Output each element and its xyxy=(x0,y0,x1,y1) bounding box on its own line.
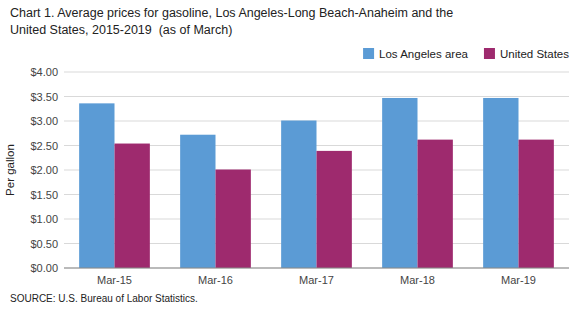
bar xyxy=(483,98,518,268)
bars xyxy=(79,98,554,268)
bar xyxy=(281,121,316,268)
x-tick-label: Mar-17 xyxy=(299,274,334,286)
legend: United States Los Angeles area xyxy=(363,48,569,60)
legend-label: Los Angeles area xyxy=(379,48,468,60)
y-tick-label: $0.50 xyxy=(30,238,58,250)
subtitle: United States, 2015-2019 (as of March) xyxy=(10,23,232,37)
grid-line xyxy=(64,96,569,97)
y-tick-label: $1.00 xyxy=(30,213,58,225)
y-tick-label: $0.00 xyxy=(30,262,58,274)
bar xyxy=(180,135,215,268)
x-axis-line xyxy=(64,268,569,269)
y-tick-label: $4.00 xyxy=(30,66,58,78)
grid xyxy=(64,72,569,268)
bar xyxy=(79,103,114,268)
x-tick-label: Mar-16 xyxy=(198,274,233,286)
grid-line xyxy=(64,72,569,73)
title: Chart 1. Average prices for gasoline, Lo… xyxy=(10,6,453,20)
y-axis-label: Per gallon xyxy=(4,144,16,196)
annotation: SOURCE: U.S. Bureau of Labor Statistics. xyxy=(10,293,198,304)
y-tick-label: $2.50 xyxy=(30,140,58,152)
y-tick-label: $2.00 xyxy=(30,164,58,176)
y-tick-label: $3.50 xyxy=(30,91,58,103)
y-tick-label: $1.50 xyxy=(30,189,58,201)
grid-line xyxy=(64,268,569,269)
legend-label: United States xyxy=(500,48,569,60)
chart: Chart 1. Average prices for gasoline, Lo… xyxy=(0,0,579,309)
bar xyxy=(216,170,251,268)
x-tick-label: Mar-15 xyxy=(97,274,132,286)
bar xyxy=(519,140,554,268)
x-tick-label: Mar-18 xyxy=(400,274,435,286)
bar xyxy=(382,98,417,268)
legend-swatch xyxy=(363,48,374,59)
bar xyxy=(317,151,352,268)
legend-swatch xyxy=(484,48,495,59)
x-tick-label: Mar-19 xyxy=(501,274,536,286)
y-tick-label: $3.00 xyxy=(30,115,58,127)
bar xyxy=(115,144,150,268)
bar xyxy=(418,140,453,268)
